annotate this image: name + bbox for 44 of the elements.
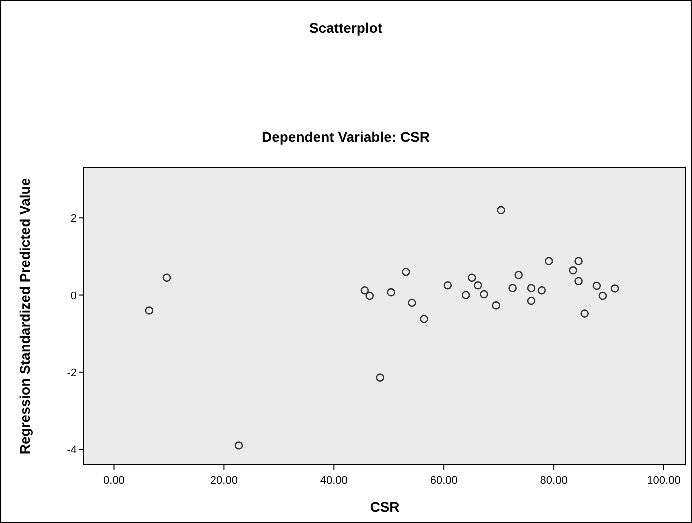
x-tick-label: 40.00 [320,475,348,487]
point [360,286,370,295]
point [366,292,374,300]
point [408,298,416,308]
point [580,310,589,318]
point [145,306,154,315]
point [420,315,428,324]
point [402,268,410,276]
x-tick-label: 100.00 [647,475,681,487]
point [376,374,384,382]
x-tick-label: 60.00 [430,475,458,487]
point [497,206,506,215]
point [480,290,488,299]
point [387,288,396,297]
x-tick-label: 20.00 [210,475,238,487]
point [527,296,536,306]
point [444,281,452,290]
point [544,257,554,266]
y-tick-label: 0 [70,290,77,302]
x-axis-title: CSR [370,499,400,515]
point [574,277,583,286]
point [514,271,524,280]
point [610,284,620,293]
y-tick-label: 2 [70,213,77,226]
y-tick-label: -2 [67,367,77,380]
x-tick-label: 0.00 [104,475,125,487]
point [474,281,482,290]
point [462,291,470,300]
y-axis-title: Regression Standardized Predicted Value [17,178,33,455]
point [598,292,608,300]
point [527,284,536,292]
point [162,274,172,282]
point [569,266,578,275]
point [468,274,476,282]
point [538,286,546,295]
y-tick-label: -4 [67,444,77,457]
point [234,442,244,450]
point [592,282,602,290]
point [492,302,500,310]
x-tick-label: 80.00 [540,475,568,487]
point [508,284,517,292]
chart-title: Scatterplot [309,20,383,36]
chart-subtitle: Dependent Variable: CSR [262,129,430,145]
point [574,257,583,266]
